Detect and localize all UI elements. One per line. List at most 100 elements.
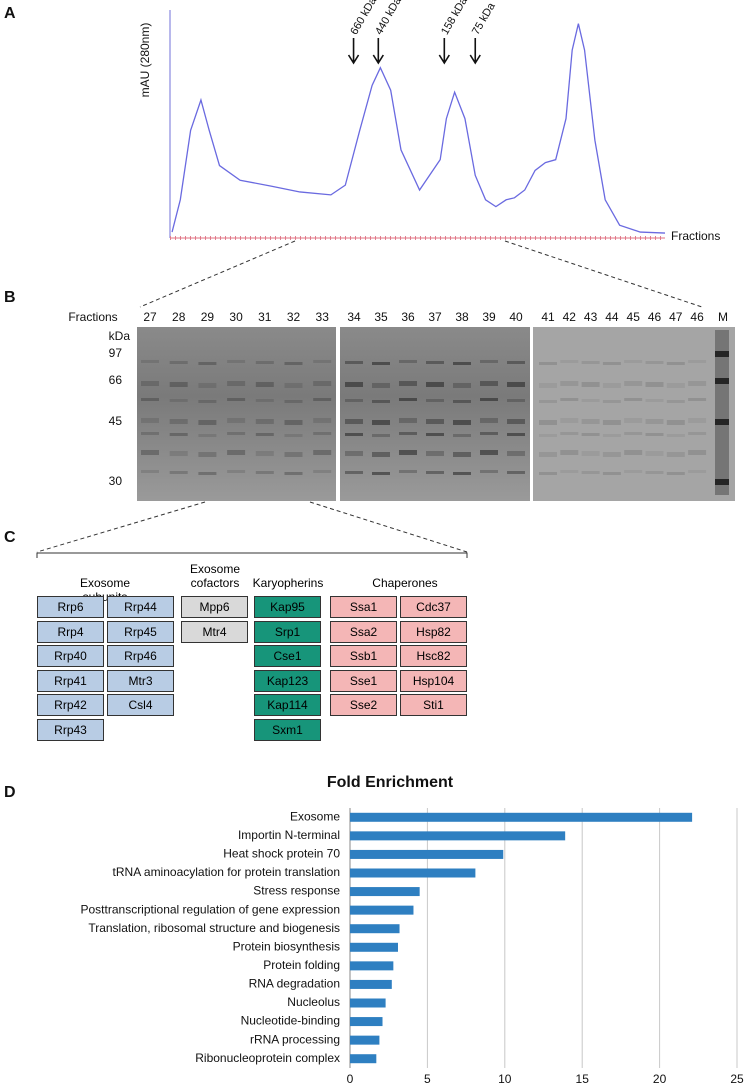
protein-box: Ssa2 (330, 620, 397, 643)
gel-band (372, 434, 390, 437)
protein-box: Sse1 (330, 669, 397, 692)
protein-box: Rrp44 (107, 596, 174, 618)
bar (350, 979, 392, 989)
gel-band (581, 451, 600, 456)
gel-band (284, 452, 303, 457)
gel-band (507, 433, 525, 436)
gel-band (560, 398, 579, 401)
gel-band (507, 361, 525, 364)
gel-band (453, 420, 471, 425)
gel-band (169, 382, 188, 387)
category-label: rRNA processing (250, 1032, 340, 1046)
gel-band (688, 450, 707, 455)
gel-band (602, 472, 621, 475)
gel-band (372, 400, 390, 403)
gel-band (539, 452, 557, 457)
bracket (36, 552, 468, 558)
gel-band (284, 400, 303, 403)
gel-band (372, 362, 390, 365)
gel-band (372, 472, 390, 475)
gel-band (624, 432, 643, 435)
gel-band (345, 399, 363, 402)
gel-band (539, 362, 557, 365)
fraction-label: 27 (143, 310, 157, 324)
zoom-line (309, 501, 468, 553)
protein-box: Sxm1 (254, 718, 321, 741)
fraction-label: 46 (648, 310, 662, 324)
panel-label: D (4, 784, 16, 801)
category-label: Heat shock protein 70 (223, 847, 340, 861)
gel-band (539, 400, 557, 403)
gel-header: Fractions (68, 310, 117, 324)
panel-label: A (4, 5, 16, 22)
gel-band (453, 383, 471, 388)
gel-band (480, 398, 498, 401)
gel-band (602, 452, 621, 457)
marker-band (715, 479, 729, 485)
protein-box: Rrp45 (107, 620, 174, 643)
gel-band (313, 418, 332, 423)
gel-band (666, 383, 685, 388)
protein-box: Rrp43 (37, 718, 104, 741)
zoom-line (36, 501, 206, 553)
gel-band (453, 362, 471, 365)
gel-band (645, 361, 664, 364)
gel-band (507, 471, 525, 474)
fraction-label: 31 (258, 310, 272, 324)
category-label: Stress response (253, 884, 340, 898)
gel-band (602, 400, 621, 403)
gel-band (255, 419, 274, 424)
gel-band (581, 361, 600, 364)
zoom-line (504, 240, 703, 308)
x-tick-label: 5 (424, 1072, 431, 1086)
gel-band (480, 432, 498, 435)
gel-band (539, 420, 557, 425)
gel-band (284, 434, 303, 437)
gel-band (169, 471, 188, 474)
gel-band (426, 399, 444, 402)
annotation-arrow (469, 38, 481, 65)
gel-band (399, 360, 417, 363)
gel-band (666, 434, 685, 437)
protein-box: Mtr3 (107, 669, 174, 692)
panel-label: C (4, 529, 16, 546)
fraction-label: 35 (374, 310, 388, 324)
group-title: Chaperones (372, 576, 438, 590)
gel-band (666, 420, 685, 425)
zoom-line (139, 240, 296, 308)
fraction-label: 38 (455, 310, 469, 324)
gel-band (560, 450, 579, 455)
gel-band (227, 381, 246, 386)
gel-band (480, 381, 498, 386)
gel-band (666, 362, 685, 365)
gel-band (560, 360, 579, 363)
gel-band (624, 418, 643, 423)
gel-band (624, 470, 643, 473)
gel-band (645, 433, 664, 436)
marker-band (715, 378, 729, 384)
gel-band (399, 398, 417, 401)
gel-band (602, 434, 621, 437)
category-label: Protein folding (263, 958, 340, 972)
x-tick-label: 25 (730, 1072, 744, 1086)
gel (533, 327, 735, 501)
bar (350, 887, 420, 897)
x-tick-label: 20 (653, 1072, 667, 1086)
gel-band (198, 383, 217, 388)
gel-band (169, 399, 188, 402)
protein-box: Cse1 (254, 645, 321, 667)
gel-band (345, 451, 363, 456)
gel-band (255, 471, 274, 474)
marker-band (715, 351, 729, 357)
gel-band (399, 381, 417, 386)
gel-band (227, 432, 246, 435)
fraction-label: 34 (347, 310, 361, 324)
protein-box: Rrp40 (37, 645, 104, 667)
gel-band (645, 451, 664, 456)
fraction-label: 28 (172, 310, 186, 324)
gel-band (198, 362, 217, 365)
fraction-label: 40 (509, 310, 523, 324)
protein-box: Ssa1 (330, 596, 397, 618)
bar (350, 1035, 380, 1045)
gel-band (198, 400, 217, 403)
